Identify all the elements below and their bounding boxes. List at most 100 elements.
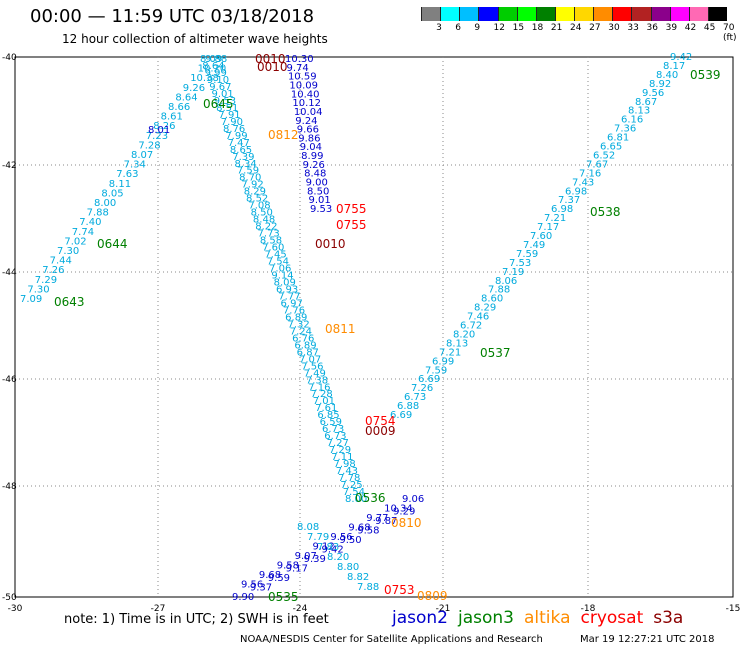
wave-height-label: 6.98 bbox=[551, 204, 573, 215]
wave-height-label: 8.80 bbox=[337, 562, 359, 573]
legend-label: 15 bbox=[512, 23, 525, 33]
wave-height-label: 10.40 bbox=[291, 89, 320, 100]
wave-height-label: 9.24 bbox=[295, 116, 317, 127]
wave-height-label: 7.37 bbox=[558, 195, 580, 206]
legend-swatch bbox=[669, 7, 689, 21]
pass-time-label: 0645 bbox=[203, 97, 234, 111]
pass-time-label: 0539 bbox=[690, 68, 721, 82]
legend-label: 39 bbox=[665, 23, 678, 33]
wave-height-label: 6.73 bbox=[322, 424, 344, 435]
wave-height-label: 10.20 bbox=[198, 64, 227, 75]
wave-height-label: 7.54 bbox=[267, 257, 289, 268]
wave-height-label: 7.23 bbox=[146, 131, 168, 142]
wave-height-label: 9.42 bbox=[670, 52, 692, 63]
legend-swatch bbox=[650, 7, 670, 21]
wave-height-label: 8.50 bbox=[307, 186, 329, 197]
wave-height-label: 6.89 bbox=[294, 340, 316, 351]
wave-height-label: 9.26 bbox=[183, 83, 205, 94]
wave-height-label: 7.30 bbox=[57, 246, 79, 257]
lat-tick-label: -40 bbox=[2, 53, 17, 63]
wave-height-label: 9.59 bbox=[268, 573, 290, 584]
page-subtitle: 12 hour collection of altimeter wave hei… bbox=[62, 32, 328, 46]
wave-height-label: 8.64 bbox=[175, 92, 197, 103]
wave-height-label: 10.09 bbox=[289, 80, 318, 91]
wave-height-label: 7.92 bbox=[241, 180, 263, 191]
wave-height-label: 8.34 bbox=[235, 159, 257, 170]
pass-time-label: 0755 bbox=[336, 202, 367, 216]
legend-swatch bbox=[554, 7, 574, 21]
wave-height-label: 7.29 bbox=[329, 445, 351, 456]
wave-height-label: 7.59 bbox=[425, 365, 447, 376]
wave-height-label: 6.72 bbox=[460, 321, 482, 332]
wave-height-label: 9.53 bbox=[310, 204, 332, 215]
color-legend-labels: 3 6 9 12 15 18 21 24 27 30 33 36 39 42 45 70 (ft) bbox=[421, 23, 740, 43]
wave-height-label: 7.39 bbox=[232, 152, 254, 163]
wave-height-label: 7.07 bbox=[299, 354, 321, 365]
wave-height-label: 7.49 bbox=[523, 240, 545, 251]
wave-height-label: 9.29 bbox=[393, 507, 415, 518]
legend-swatch bbox=[421, 7, 441, 21]
legend-label: 3 bbox=[436, 23, 442, 33]
wave-height-label: 10.59 bbox=[288, 72, 317, 83]
wave-height-label: 8.82 bbox=[347, 572, 369, 583]
wave-height-label: 9.10 bbox=[207, 75, 229, 86]
legend-label: 36 bbox=[646, 23, 658, 33]
legend-label: 24 bbox=[570, 23, 582, 33]
wave-height-label: 9.14 bbox=[271, 271, 293, 282]
wave-height-label: 9.07 bbox=[295, 551, 317, 562]
wave-height-label: 7.27 bbox=[327, 438, 349, 449]
wave-height-label: 7.08 bbox=[248, 201, 270, 212]
wave-height-label: 7.63 bbox=[116, 169, 138, 180]
wave-height-label: 8.99 bbox=[301, 151, 323, 162]
wave-height-label: 7.46 bbox=[467, 312, 489, 323]
wave-height-label: 8.07 bbox=[131, 150, 153, 161]
map-wave-labels: 7.097.307.297.267.447.307.027.747.407.88… bbox=[20, 52, 721, 604]
wave-height-label: 6.97 bbox=[281, 298, 303, 309]
satellite-name-jason3: jason3 bbox=[458, 608, 514, 628]
wave-height-label: 7.74 bbox=[72, 227, 94, 238]
pass-time-label: 0535 bbox=[268, 590, 299, 604]
wave-height-label: 8.26 bbox=[153, 121, 175, 132]
wave-height-label: 7.16 bbox=[579, 168, 601, 179]
wave-height-label: 7.45 bbox=[264, 250, 286, 261]
wave-height-label: 8.29 bbox=[474, 303, 496, 314]
wave-height-label: 7.29 bbox=[35, 275, 57, 286]
wave-height-label: 9.39 bbox=[304, 554, 326, 565]
legend-label: 70 (ft) bbox=[723, 23, 737, 43]
wave-height-label: 9.90 bbox=[232, 592, 254, 603]
wave-height-label: 8.06 bbox=[495, 276, 517, 287]
pass-time-label: 0753 bbox=[384, 583, 415, 597]
wave-height-label: 9.37 bbox=[250, 583, 272, 594]
lon-tick-label: -18 bbox=[581, 604, 596, 614]
lon-tick-label: -27 bbox=[151, 604, 166, 614]
lon-tick-label: -24 bbox=[293, 604, 308, 614]
wave-height-label: 7.59 bbox=[516, 249, 538, 260]
wave-height-label: 9.66 bbox=[297, 125, 319, 136]
wave-height-label: 9.68 bbox=[348, 522, 370, 533]
wave-height-label: 7.49 bbox=[304, 368, 326, 379]
legend-swatch bbox=[478, 7, 498, 21]
wave-height-label: 9.50 bbox=[339, 535, 361, 546]
wave-height-label: 10.34 bbox=[384, 503, 413, 514]
wave-height-label: 8.01 bbox=[148, 125, 170, 136]
legend-swatch bbox=[497, 7, 517, 21]
legend-label: 6 bbox=[455, 23, 461, 33]
wave-height-label: 7.43 bbox=[336, 466, 358, 477]
wave-height-label: 7.01 bbox=[313, 396, 335, 407]
legend-swatch bbox=[612, 7, 632, 21]
wave-height-label: 7.78 bbox=[338, 473, 360, 484]
wave-height-label: 9.06 bbox=[402, 494, 424, 505]
wave-height-label: 7.26 bbox=[42, 265, 64, 276]
lon-tick-label: -15 bbox=[726, 604, 740, 614]
legend-label: 42 bbox=[684, 23, 697, 33]
satellite-legend: jason2 jason3 altika cryosat s3a bbox=[392, 608, 693, 628]
legend-label: 30 bbox=[608, 23, 620, 33]
wave-height-label: 8.61 bbox=[161, 112, 183, 123]
wave-height-label: 7.28 bbox=[138, 140, 160, 151]
footer-note: note: 1) Time is in UTC; 2) SWH is in fe… bbox=[64, 612, 329, 627]
wave-height-label: 7.34 bbox=[124, 160, 146, 171]
wave-height-label: 6.87 bbox=[297, 347, 319, 358]
wave-height-label: 9.17 bbox=[286, 564, 308, 575]
map-frame bbox=[14, 56, 734, 598]
